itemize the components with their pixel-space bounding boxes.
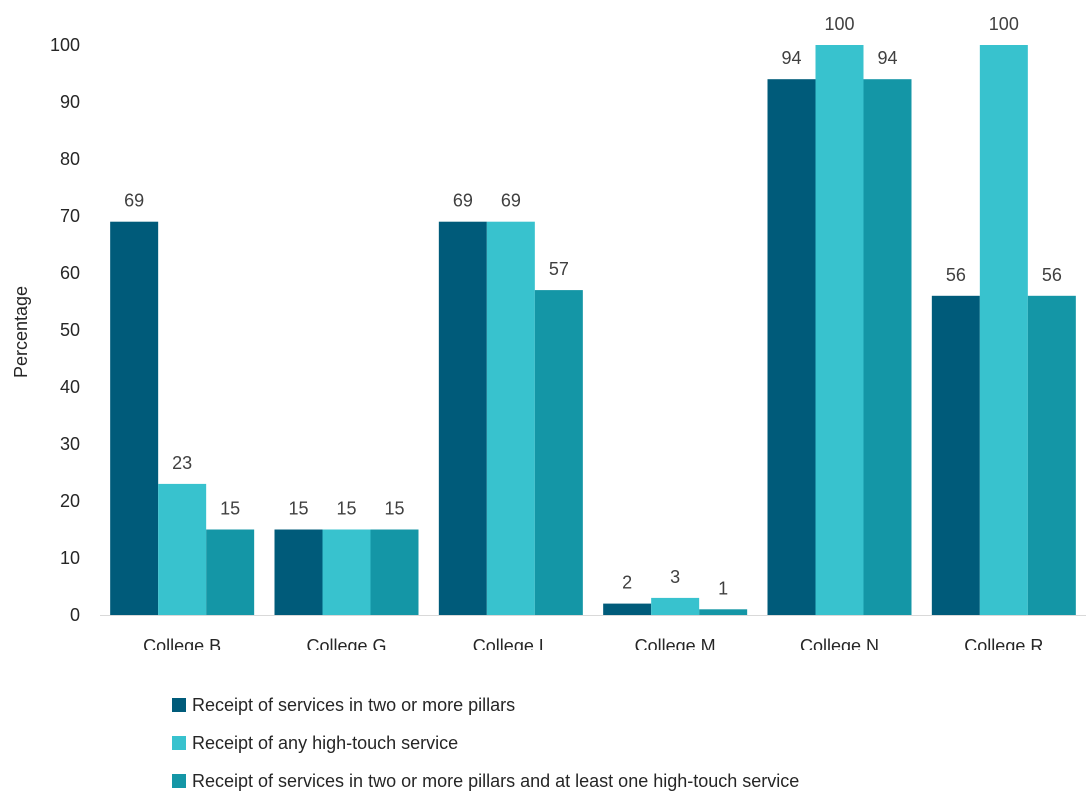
data-label: 94 (877, 48, 897, 68)
bar-series-2-college-l (486, 221, 535, 615)
legend-item: Receipt of services in two or more pilla… (172, 762, 1072, 800)
y-tick-label: 100 (50, 35, 80, 55)
data-label: 69 (453, 191, 473, 211)
legend-label: Receipt of services in two or more pilla… (192, 694, 516, 715)
legend-item: Receipt of services in two or more pilla… (172, 686, 1072, 724)
y-tick-label: 40 (60, 377, 80, 397)
bar-series-2-college-m (651, 597, 700, 615)
bar-series-1-college-n (767, 79, 816, 615)
data-label: 15 (220, 499, 240, 519)
bar-series-1-college-m (603, 603, 652, 615)
y-axis-title: Percentage (11, 286, 31, 378)
x-tick-label: College N (800, 636, 879, 650)
data-label: 56 (946, 265, 966, 285)
y-tick-label: 80 (60, 149, 80, 169)
y-tick-label: 0 (70, 605, 80, 625)
legend: Receipt of services in two or more pilla… (172, 686, 1072, 800)
x-tick-label: College L (473, 636, 549, 650)
bar-series-3-college-r (1027, 295, 1076, 615)
data-label: 15 (288, 499, 308, 519)
bar-series-1-college-r (931, 295, 980, 615)
legend-swatch (172, 736, 186, 750)
legend-label: Receipt of any high-touch service (192, 732, 459, 753)
data-label: 94 (781, 48, 801, 68)
data-label: 15 (336, 499, 356, 519)
legend-item: Receipt of any high-touch service (172, 724, 1072, 762)
bar-series-3-college-g (370, 529, 419, 615)
legend-swatch (172, 774, 186, 788)
bar-series-2-college-r (979, 45, 1028, 615)
data-label: 23 (172, 453, 192, 473)
y-tick-label: 50 (60, 320, 80, 340)
data-label: 69 (501, 191, 521, 211)
bar-series-3-college-l (534, 290, 583, 615)
data-label: 69 (124, 191, 144, 211)
bar-series-1-college-g (274, 529, 323, 615)
x-tick-label: College B (143, 636, 221, 650)
legend-swatch (172, 698, 186, 712)
bar-series-2-college-g (322, 529, 371, 615)
x-axis: College B College G College L College M Coll… (100, 615, 1086, 650)
y-tick-label: 30 (60, 434, 80, 454)
bar-series-3-college-b (206, 529, 255, 615)
bar-series-2-college-n (815, 45, 864, 615)
y-tick-label: 10 (60, 548, 80, 568)
data-label: 100 (989, 14, 1019, 34)
bars (110, 45, 1076, 615)
bar-series-3-college-m (699, 609, 748, 615)
bar-series-2-college-b (158, 483, 207, 615)
data-label: 2 (622, 573, 632, 593)
bar-series-3-college-n (863, 79, 912, 615)
y-tick-label: 60 (60, 263, 80, 283)
y-axis: 0 10 20 30 40 50 60 70 80 90 100 (50, 35, 80, 625)
y-tick-label: 70 (60, 206, 80, 226)
y-tick-label: 90 (60, 92, 80, 112)
legend-label: Receipt of services in two or more pilla… (192, 770, 800, 791)
bar-series-1-college-l (438, 221, 487, 615)
x-tick-label: College G (306, 636, 386, 650)
data-label: 1 (718, 578, 728, 598)
data-label: 3 (670, 567, 680, 587)
x-tick-label: College M (635, 636, 716, 650)
data-label: 100 (824, 14, 854, 34)
bar-series-1-college-b (110, 221, 159, 615)
data-label: 56 (1042, 265, 1062, 285)
y-tick-label: 20 (60, 491, 80, 511)
data-label: 57 (549, 259, 569, 279)
x-tick-label: College R (964, 636, 1043, 650)
data-label: 15 (384, 499, 404, 519)
